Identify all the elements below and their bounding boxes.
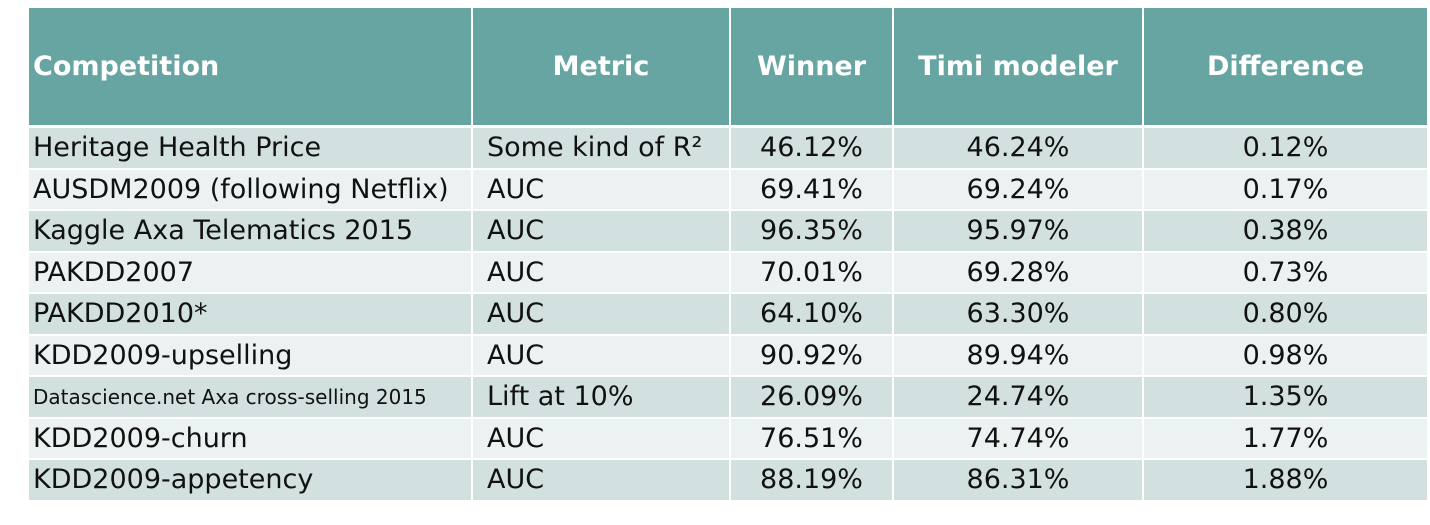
- cell-metric: AUC: [472, 251, 731, 294]
- cell-competition: PAKDD2007: [29, 251, 473, 294]
- cell-winner: 69.41%: [730, 168, 894, 211]
- cell-timi-modeler: 69.28%: [893, 251, 1144, 294]
- cell-timi-modeler: 46.24%: [893, 126, 1144, 170]
- cell-winner: 46.12%: [730, 126, 894, 170]
- cell-difference: 0.17%: [1143, 168, 1427, 211]
- cell-metric: AUC: [472, 168, 731, 211]
- cell-metric: AUC: [472, 459, 731, 502]
- table-row: Datascience.net Axa cross-selling 2015 L…: [29, 376, 1427, 419]
- cell-metric: AUC: [472, 210, 731, 253]
- cell-metric: Some kind of R²: [472, 126, 731, 170]
- cell-timi-modeler: 24.74%: [893, 376, 1144, 419]
- cell-timi-modeler: 86.31%: [893, 459, 1144, 502]
- table-row: AUSDM2009 (following Netflix) AUC 69.41%…: [29, 168, 1427, 211]
- cell-timi-modeler: 69.24%: [893, 168, 1144, 211]
- cell-difference: 0.38%: [1143, 210, 1427, 253]
- table-row: Kaggle Axa Telematics 2015 AUC 96.35% 95…: [29, 210, 1427, 253]
- cell-winner: 76.51%: [730, 417, 894, 460]
- table-body: Heritage Health Price Some kind of R² 46…: [29, 126, 1427, 502]
- cell-winner: 70.01%: [730, 251, 894, 294]
- cell-competition: Datascience.net Axa cross-selling 2015: [29, 376, 473, 419]
- cell-competition: Kaggle Axa Telematics 2015: [29, 210, 473, 253]
- cell-difference: 0.73%: [1143, 251, 1427, 294]
- header-row: Competition Metric Winner Timi modeler D…: [29, 8, 1427, 128]
- cell-difference: 1.88%: [1143, 459, 1427, 502]
- cell-timi-modeler: 74.74%: [893, 417, 1144, 460]
- header-winner: Winner: [730, 8, 894, 128]
- cell-timi-modeler: 89.94%: [893, 334, 1144, 377]
- header-competition: Competition: [29, 8, 473, 128]
- table-header: Competition Metric Winner Timi modeler D…: [29, 8, 1427, 128]
- header-timi-modeler: Timi modeler: [893, 8, 1144, 128]
- cell-difference: 0.12%: [1143, 126, 1427, 170]
- cell-competition: PAKDD2010*: [29, 293, 473, 336]
- results-table: Competition Metric Winner Timi modeler D…: [29, 8, 1427, 502]
- cell-metric: AUC: [472, 334, 731, 377]
- table-row: KDD2009-appetency AUC 88.19% 86.31% 1.88…: [29, 459, 1427, 502]
- cell-metric: Lift at 10%: [472, 376, 731, 419]
- cell-competition: KDD2009-churn: [29, 417, 473, 460]
- cell-competition: KDD2009-appetency: [29, 459, 473, 502]
- cell-winner: 96.35%: [730, 210, 894, 253]
- cell-competition: KDD2009-upselling: [29, 334, 473, 377]
- cell-timi-modeler: 95.97%: [893, 210, 1144, 253]
- cell-competition: AUSDM2009 (following Netflix): [29, 168, 473, 211]
- cell-winner: 64.10%: [730, 293, 894, 336]
- cell-metric: AUC: [472, 417, 731, 460]
- header-metric: Metric: [472, 8, 731, 128]
- cell-difference: 0.80%: [1143, 293, 1427, 336]
- cell-timi-modeler: 63.30%: [893, 293, 1144, 336]
- cell-difference: 1.35%: [1143, 376, 1427, 419]
- cell-winner: 88.19%: [730, 459, 894, 502]
- cell-difference: 1.77%: [1143, 417, 1427, 460]
- table-row: Heritage Health Price Some kind of R² 46…: [29, 126, 1427, 170]
- cell-winner: 90.92%: [730, 334, 894, 377]
- table-row: PAKDD2010* AUC 64.10% 63.30% 0.80%: [29, 293, 1427, 336]
- cell-metric: AUC: [472, 293, 731, 336]
- cell-competition: Heritage Health Price: [29, 126, 473, 170]
- table-row: PAKDD2007 AUC 70.01% 69.28% 0.73%: [29, 251, 1427, 294]
- table-row: KDD2009-upselling AUC 90.92% 89.94% 0.98…: [29, 334, 1427, 377]
- cell-winner: 26.09%: [730, 376, 894, 419]
- header-difference: Difference: [1143, 8, 1427, 128]
- table-row: KDD2009-churn AUC 76.51% 74.74% 1.77%: [29, 417, 1427, 460]
- cell-difference: 0.98%: [1143, 334, 1427, 377]
